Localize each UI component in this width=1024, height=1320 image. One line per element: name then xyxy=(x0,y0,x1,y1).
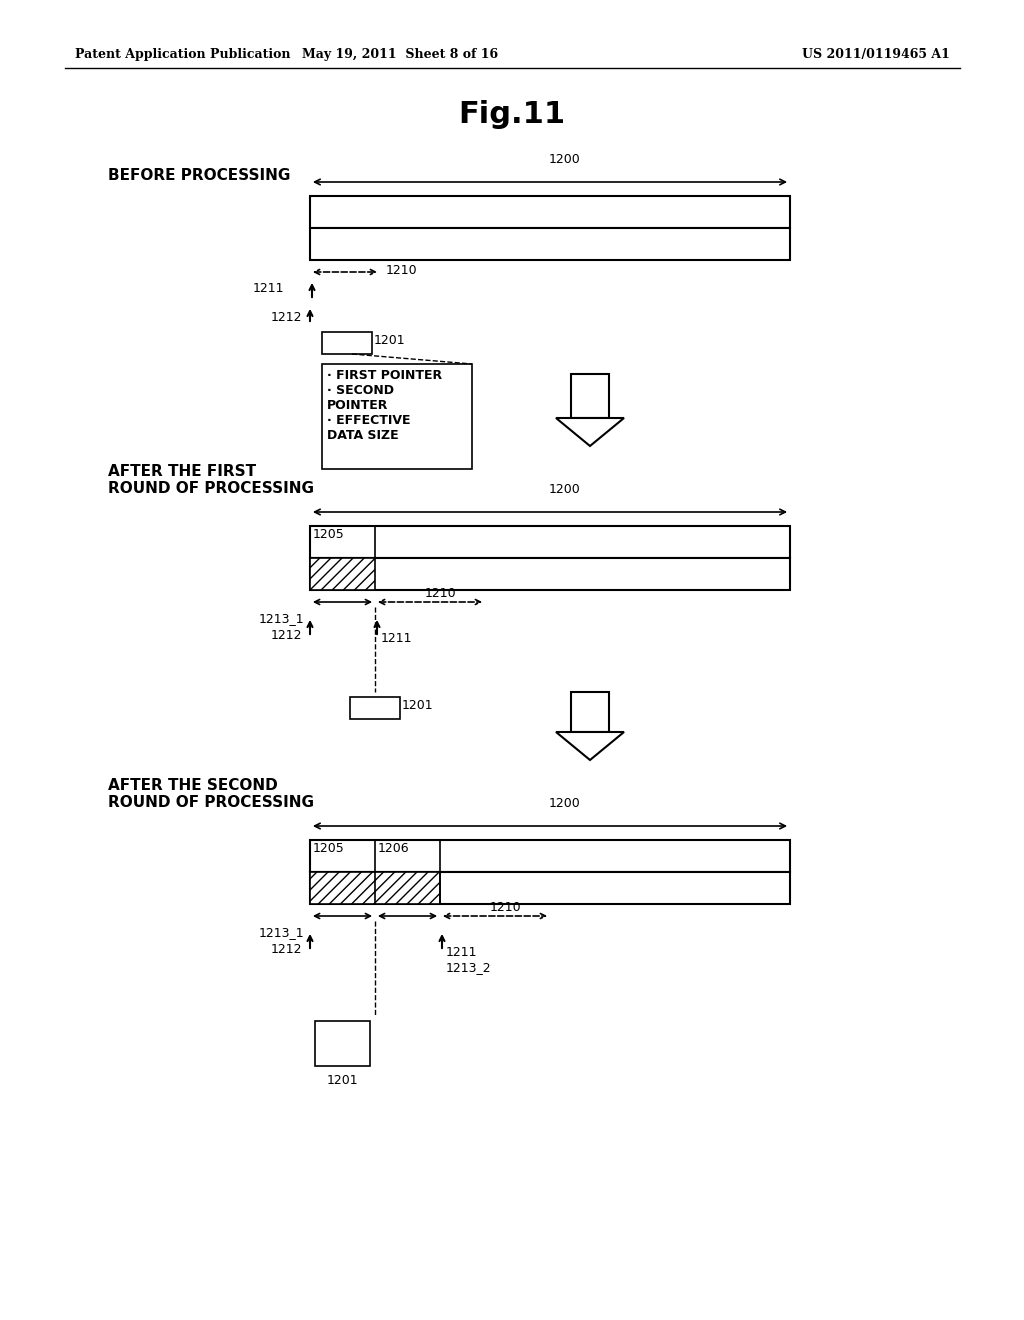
Bar xyxy=(310,840,790,873)
Bar xyxy=(310,558,790,590)
Text: 1213_1: 1213_1 xyxy=(258,927,304,939)
Text: 1212: 1212 xyxy=(270,312,302,323)
Bar xyxy=(571,374,609,418)
Text: 1210: 1210 xyxy=(425,587,457,601)
Text: 1210: 1210 xyxy=(490,902,521,913)
Text: 1213_2: 1213_2 xyxy=(446,961,492,974)
Text: 1211: 1211 xyxy=(446,946,477,960)
Text: 1205: 1205 xyxy=(313,528,345,541)
Text: Patent Application Publication: Patent Application Publication xyxy=(75,48,291,61)
Text: 1212: 1212 xyxy=(270,630,302,642)
Bar xyxy=(322,364,472,469)
Bar xyxy=(310,228,790,260)
Text: 1200: 1200 xyxy=(549,483,581,496)
Text: 1211: 1211 xyxy=(381,632,413,645)
Bar xyxy=(310,195,790,228)
Text: 1212: 1212 xyxy=(270,942,302,956)
Text: · FIRST POINTER
· SECOND
POINTER
· EFFECTIVE
DATA SIZE: · FIRST POINTER · SECOND POINTER · EFFEC… xyxy=(327,370,442,442)
Text: 1201: 1201 xyxy=(374,334,406,347)
Text: 1205: 1205 xyxy=(313,842,345,855)
Bar xyxy=(310,558,375,590)
Text: 1210: 1210 xyxy=(386,264,418,276)
Text: AFTER THE SECOND
ROUND OF PROCESSING: AFTER THE SECOND ROUND OF PROCESSING xyxy=(108,777,314,810)
Bar xyxy=(350,697,400,719)
Text: AFTER THE FIRST
ROUND OF PROCESSING: AFTER THE FIRST ROUND OF PROCESSING xyxy=(108,465,314,496)
Text: 1206: 1206 xyxy=(378,842,410,855)
Polygon shape xyxy=(556,733,624,760)
Text: 1201: 1201 xyxy=(402,700,433,711)
Bar xyxy=(310,873,440,904)
Text: Fig.11: Fig.11 xyxy=(459,100,565,129)
Text: 1200: 1200 xyxy=(549,797,581,810)
Text: 1201: 1201 xyxy=(327,1074,357,1086)
Text: May 19, 2011  Sheet 8 of 16: May 19, 2011 Sheet 8 of 16 xyxy=(302,48,498,61)
Bar xyxy=(322,333,372,354)
Text: US 2011/0119465 A1: US 2011/0119465 A1 xyxy=(802,48,950,61)
Polygon shape xyxy=(556,418,624,446)
Bar xyxy=(310,873,440,904)
Bar xyxy=(315,1020,370,1067)
Bar xyxy=(310,558,375,590)
Text: 1200: 1200 xyxy=(549,153,581,166)
Text: BEFORE PROCESSING: BEFORE PROCESSING xyxy=(108,168,291,183)
Bar xyxy=(310,525,790,558)
Bar xyxy=(571,692,609,733)
Text: 1211: 1211 xyxy=(253,282,284,294)
Bar xyxy=(310,873,790,904)
Text: 1213_1: 1213_1 xyxy=(258,612,304,624)
